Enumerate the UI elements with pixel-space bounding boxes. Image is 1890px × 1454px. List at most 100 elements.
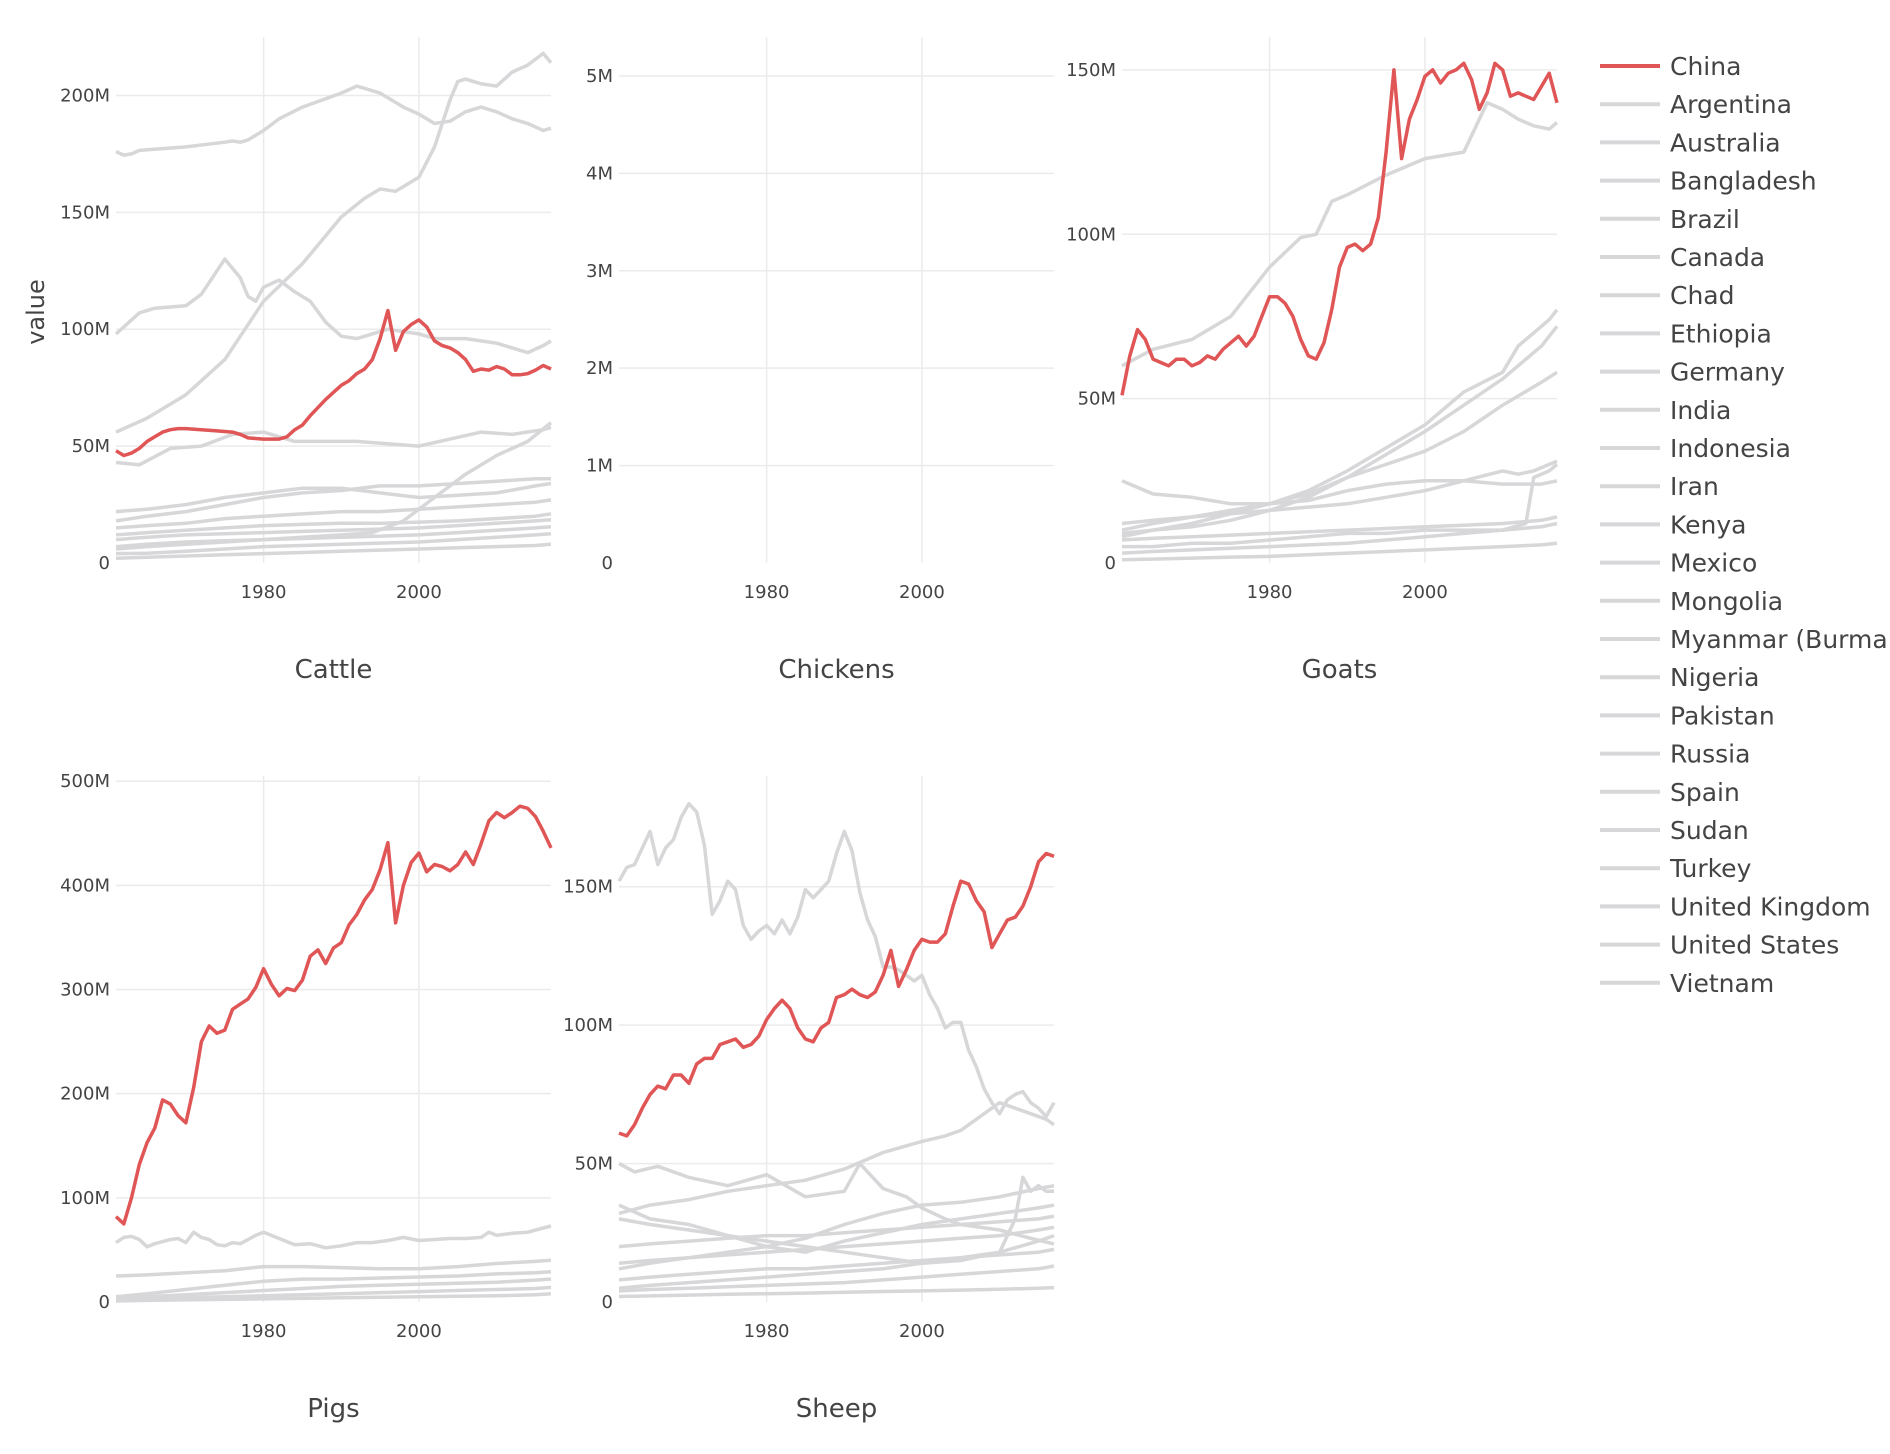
legend-item[interactable]: Nigeria	[1600, 663, 1759, 692]
series-line	[115, 532, 552, 556]
y-tick-label: 0	[602, 1292, 613, 1313]
series-line	[618, 1285, 1055, 1299]
legend-label: Vietnam	[1670, 969, 1774, 998]
series-line	[115, 512, 552, 537]
legend-item[interactable]: Kenya	[1600, 510, 1747, 539]
legend-item[interactable]: Ethiopia	[1600, 319, 1772, 348]
legend-item[interactable]: Spain	[1600, 778, 1740, 807]
y-tick-label: 150M	[563, 877, 613, 898]
legend-label: Russia	[1670, 740, 1750, 769]
y-tick-label: 0	[1105, 553, 1116, 574]
legend-item[interactable]: Bangladesh	[1600, 167, 1817, 196]
x-tick-label: 1980	[744, 582, 790, 603]
x-tick-label: 2000	[396, 1321, 442, 1342]
legend-label: Chad	[1670, 281, 1735, 310]
legend-label: Sudan	[1670, 816, 1749, 845]
x-tick-label: 1980	[241, 582, 287, 603]
legend-item[interactable]: Myanmar (Burma)	[1600, 625, 1890, 654]
series-line	[1121, 515, 1558, 542]
y-tick-label: 50M	[1078, 389, 1116, 410]
legend-item[interactable]: United States	[1600, 931, 1839, 960]
legend-item[interactable]: Sudan	[1600, 816, 1749, 845]
legend-label: Iran	[1670, 472, 1719, 501]
series-line-china	[618, 851, 1055, 1138]
series-line	[1121, 308, 1559, 539]
x-tick-label: 2000	[899, 582, 945, 603]
series-line	[115, 1224, 552, 1250]
legend-item[interactable]: Turkey	[1600, 854, 1752, 883]
series-line	[617, 801, 1056, 1119]
legend-label: Indonesia	[1670, 434, 1791, 463]
series-line	[114, 257, 552, 355]
series-line	[1121, 101, 1559, 368]
panel-pigs: 0 100M 200M 300M 400M 500M 1980 2000 Pigs	[60, 771, 553, 1424]
legend-item[interactable]: Canada	[1600, 243, 1765, 272]
legend-label: Argentina	[1670, 90, 1792, 119]
panel-title: Chickens	[778, 655, 894, 685]
series-line	[115, 425, 552, 467]
panel-chickens: 0 1M 2M 3M 4M 5M 1980 2000 Chickens	[586, 37, 1054, 685]
legend-label: Bangladesh	[1670, 167, 1817, 196]
series-line	[115, 481, 552, 514]
panel-title: Sheep	[796, 1394, 877, 1424]
legend-label: Turkey	[1669, 854, 1752, 883]
legend-item[interactable]: Indonesia	[1600, 434, 1791, 463]
legend-item[interactable]: Russia	[1600, 740, 1750, 769]
y-tick-label: 4M	[586, 163, 613, 184]
series-line	[115, 421, 553, 549]
y-tick-label: 150M	[1066, 60, 1116, 81]
panel-title: Cattle	[295, 655, 373, 685]
legend-item[interactable]: Brazil	[1600, 205, 1740, 234]
legend-label: Brazil	[1670, 205, 1740, 234]
legend-item[interactable]: United Kingdom	[1600, 892, 1871, 921]
legend-label: Germany	[1670, 358, 1785, 387]
series-line	[115, 84, 552, 157]
legend-label: Mexico	[1670, 549, 1757, 578]
series-line	[1122, 463, 1559, 549]
y-tick-label: 2M	[586, 358, 613, 379]
legend-item[interactable]: Argentina	[1600, 90, 1792, 119]
series-line	[618, 1100, 1056, 1216]
series-line-china	[114, 804, 553, 1226]
panel-cattle: 0 50M 100M 150M 200M 1980 2000 Cattle	[60, 37, 553, 685]
x-tick-label: 2000	[899, 1321, 945, 1342]
legend-item[interactable]: Mexico	[1600, 549, 1757, 578]
series-line	[1121, 521, 1558, 555]
panel-goats: 0 50M 100M 150M 1980 2000 Goats	[1066, 37, 1559, 685]
series-line	[1121, 479, 1558, 506]
legend-label: United States	[1670, 931, 1839, 960]
y-tick-label: 100M	[60, 319, 110, 340]
y-tick-label: 50M	[575, 1154, 613, 1175]
legend-label: Canada	[1670, 243, 1765, 272]
series-line	[1121, 370, 1558, 532]
series-line	[618, 1225, 1055, 1265]
legend-item[interactable]: Chad	[1600, 281, 1735, 310]
legend-item[interactable]: Iran	[1600, 472, 1719, 501]
series-line	[618, 1161, 1055, 1246]
legend-item[interactable]: Pakistan	[1600, 701, 1775, 730]
series-line	[1121, 325, 1559, 536]
x-tick-label: 1980	[744, 1321, 790, 1342]
series-line	[618, 1214, 1055, 1249]
x-tick-label: 1980	[241, 1321, 287, 1342]
legend-item[interactable]: India	[1600, 396, 1731, 425]
series-line-china	[115, 308, 552, 458]
series-line	[115, 477, 551, 523]
legend-item[interactable]: Mongolia	[1600, 587, 1783, 616]
y-tick-label: 3M	[586, 261, 613, 282]
legend-item[interactable]: Germany	[1600, 358, 1785, 387]
series-line	[115, 542, 552, 561]
legend-item[interactable]: Australia	[1600, 128, 1781, 157]
y-tick-label: 300M	[60, 980, 110, 1001]
series-line	[618, 1264, 1055, 1293]
series-line	[618, 1247, 1055, 1282]
series-line	[115, 518, 552, 542]
legend: China Argentina Australia Bangladesh Brazil C…	[1600, 52, 1890, 998]
y-tick-label: 0	[99, 1292, 110, 1313]
legend-item[interactable]: Vietnam	[1600, 969, 1774, 998]
series-line	[1121, 459, 1558, 526]
series-line	[115, 1277, 552, 1301]
y-tick-label: 500M	[60, 771, 110, 792]
legend-item[interactable]: China	[1600, 52, 1741, 81]
y-tick-label: 100M	[1066, 224, 1116, 245]
